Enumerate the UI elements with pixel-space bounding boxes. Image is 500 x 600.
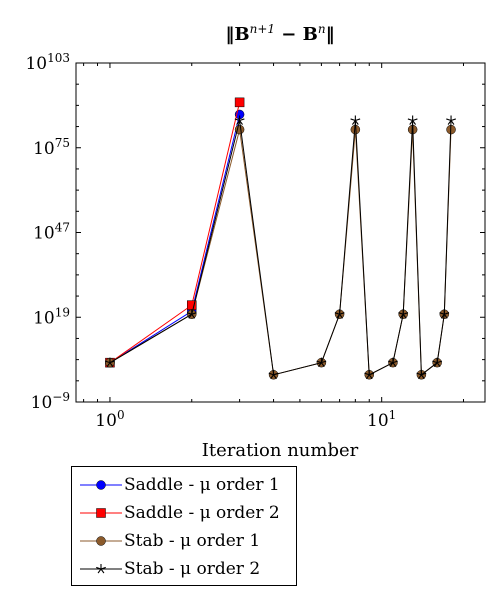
legend-marker <box>96 564 106 574</box>
series-3 <box>105 124 456 380</box>
data-point <box>234 97 245 108</box>
legend-label: Saddle - μ order 1 <box>124 475 280 495</box>
y-tick-label: 1047 <box>33 221 70 244</box>
data-point <box>350 115 361 125</box>
chart-title-text: ‖Bn+1 − Bn‖ <box>225 22 334 45</box>
legend-marker <box>96 536 106 546</box>
x-tick-label: 100 <box>95 408 124 431</box>
series-line <box>109 120 452 376</box>
x-axis-title: Iteration number <box>202 440 359 460</box>
data-point <box>416 369 427 380</box>
data-point <box>234 124 245 135</box>
series-line <box>109 129 452 376</box>
data-point <box>439 309 450 319</box>
y-tick-label: 1075 <box>33 136 70 159</box>
x-tick-label: 101 <box>367 408 396 431</box>
data-point <box>268 369 279 380</box>
chart-title: ‖Bn+1 − Bn‖ <box>225 22 334 45</box>
chart: ‖Bn+1 − Bn‖ 10−9 1019 1047 1075 10103 100 101… <box>25 22 486 460</box>
plot-frame <box>75 62 486 403</box>
legend-label: Stab - μ order 2 <box>124 559 261 579</box>
legend-marker <box>96 508 106 518</box>
data-point <box>105 357 115 368</box>
data-point <box>364 369 375 380</box>
y-axis: 10−9 1019 1047 1075 10103 <box>25 51 485 413</box>
legend: Saddle - μ order 1 Saddle - μ order 2 Stab… <box>71 466 297 586</box>
y-tick-label: 10−9 <box>31 390 70 413</box>
series-layer <box>105 97 456 380</box>
data-point <box>316 357 327 368</box>
legend-marker <box>96 480 106 490</box>
legend-swatch <box>80 480 122 490</box>
data-point <box>432 357 443 368</box>
series-line <box>109 114 241 364</box>
legend-swatch <box>80 536 122 546</box>
data-point <box>446 115 456 125</box>
y-tick-label: 1019 <box>33 305 70 328</box>
data-point <box>407 115 418 125</box>
y-tick-label: 10103 <box>25 51 70 74</box>
plot-area <box>75 62 486 403</box>
legend-label: Saddle - μ order 2 <box>124 503 280 523</box>
data-point <box>388 357 398 368</box>
data-point <box>398 309 409 319</box>
series-line <box>109 102 241 364</box>
data-point <box>234 115 245 125</box>
legend-label: Stab - μ order 1 <box>124 531 261 551</box>
series-1 <box>105 109 245 368</box>
series-2 <box>105 97 245 368</box>
series-4 <box>105 115 456 380</box>
data-point <box>334 309 345 319</box>
data-point <box>186 309 197 319</box>
legend-item: Stab - μ order 1 <box>78 527 296 555</box>
legend-swatch <box>80 564 122 574</box>
legend-item: Saddle - μ order 1 <box>78 471 296 499</box>
x-axis: 100 101 <box>83 63 464 431</box>
legend-item: Stab - μ order 2 <box>78 555 296 583</box>
legend-item: Saddle - μ order 2 <box>78 499 296 527</box>
legend-swatch <box>80 508 122 518</box>
